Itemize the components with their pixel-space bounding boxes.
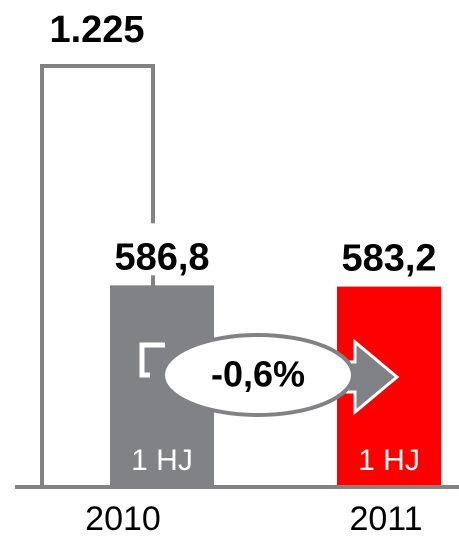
value-label: 583,2: [341, 238, 436, 280]
label-backdrop: [97, 223, 227, 276]
x-tick-label: 2011: [349, 500, 422, 538]
bar-inner-label: 1 HJ: [358, 444, 420, 477]
bar-inner-label: 1 HJ: [131, 444, 193, 477]
value-label: 586,8: [114, 236, 209, 278]
arrow-bracket: [139, 342, 165, 378]
annotation: -0,6%: [211, 354, 305, 395]
annotation-bubble: [161, 333, 355, 417]
label-backdrop: [324, 224, 454, 277]
value-label: 1.225: [49, 9, 144, 51]
x-tick-label: 2010: [85, 500, 161, 538]
